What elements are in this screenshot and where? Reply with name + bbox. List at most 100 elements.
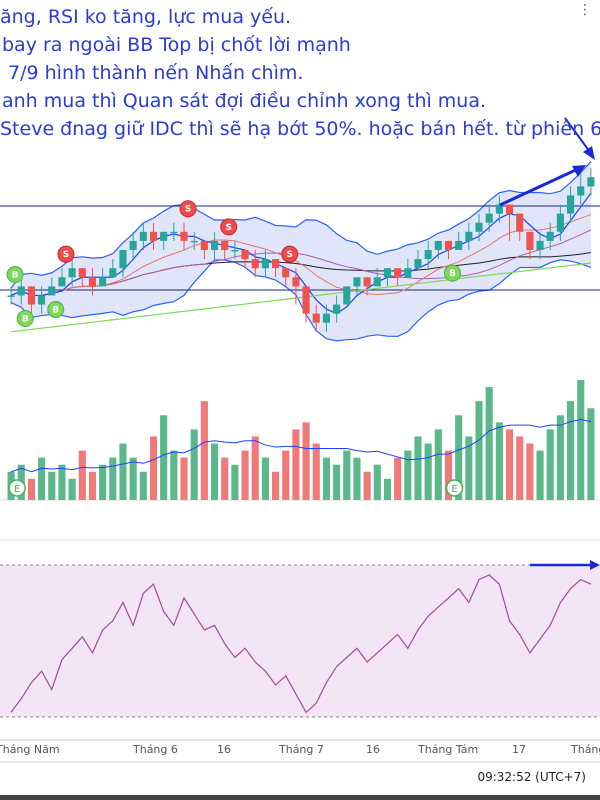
candle-body [109, 268, 117, 278]
volume-bar [322, 457, 330, 500]
candle-body [88, 277, 97, 287]
candle-body [251, 259, 259, 269]
candle-body [404, 268, 412, 278]
candle-body [333, 304, 341, 314]
volume-bar [434, 429, 442, 500]
trend-arrow-head [572, 165, 586, 177]
candle-body [455, 240, 463, 250]
volume-bar [251, 436, 259, 500]
candle-body [587, 177, 595, 187]
signal-marker-label: B [449, 269, 456, 279]
volume-event-label: E [451, 484, 457, 495]
candle-body [536, 240, 544, 250]
volume-bar [221, 457, 229, 500]
buy-signal-marker [47, 300, 65, 318]
volume-bar [160, 415, 168, 500]
candle-body [7, 295, 15, 297]
signal-marker-label: S [225, 223, 231, 233]
volume-bar [261, 457, 269, 500]
buy-signal-marker [444, 264, 461, 282]
trend-arrow-line [499, 166, 581, 207]
candle-body [556, 213, 564, 232]
volume-bar [567, 401, 575, 500]
annotation-line-5: Steve đnag giữ IDC thì sẽ hạ bớt 50%. ho… [0, 118, 600, 140]
x-axis-tick-label: 17 [512, 743, 526, 756]
candle-body [465, 231, 473, 241]
volume-bar [312, 443, 320, 500]
candle-body [221, 240, 229, 250]
volume-event-label: E [14, 484, 20, 495]
x-axis-tick-label: Tháng 6 [132, 743, 178, 756]
volume-bar [394, 457, 402, 500]
ellipsis-vertical-icon[interactable]: ⋮ [578, 2, 592, 18]
candle-body [38, 295, 46, 305]
candle-body [180, 231, 188, 241]
candle-body [343, 286, 351, 305]
timestamp-label: 09:32:52 (UTC+7) [477, 770, 586, 784]
signal-marker-label: B [22, 315, 29, 325]
volume-bar [78, 450, 86, 500]
candle-body [241, 250, 249, 260]
x-axis-tick-label: 16 [217, 743, 231, 756]
x-axis-tick-label: Tháng Năm [0, 743, 60, 756]
candle-body [353, 277, 361, 287]
volume-bar [241, 450, 249, 500]
volume-event-badge [8, 479, 26, 497]
ma-mid-line [10, 229, 592, 296]
candle-body [292, 277, 300, 287]
candle-body [322, 313, 330, 323]
volume-bar [282, 450, 290, 500]
volume-bar [99, 464, 107, 500]
candle-body [78, 268, 86, 278]
candle-body [475, 222, 483, 232]
candle-body [119, 250, 127, 269]
candle-body [58, 277, 66, 287]
candle-body [17, 286, 25, 296]
candle-body [495, 204, 503, 214]
volume-bar [200, 401, 208, 500]
volume-bar [119, 443, 127, 500]
candle-body [302, 286, 310, 314]
annotation-line-4: anh mua thì Quan sát đợi điều chỉnh xong… [2, 90, 487, 112]
annotation-arrow-head [583, 146, 595, 160]
volume-bar [414, 436, 422, 500]
volume-bar [587, 408, 595, 500]
candle-body [434, 240, 442, 250]
candle-body [139, 231, 147, 241]
volume-bar [48, 471, 56, 500]
bollinger-fill [11, 161, 591, 341]
ma-fast-line [10, 192, 592, 315]
x-axis-tick-label: Tháng 7 [278, 743, 324, 756]
volume-bar [302, 422, 310, 500]
candle-body [394, 268, 402, 278]
volume-bar [149, 436, 158, 500]
signal-marker-label: S [63, 250, 69, 260]
volume-bar [353, 457, 361, 500]
candle-body [577, 186, 585, 196]
buy-signal-marker [16, 310, 34, 328]
rsi-line [10, 574, 592, 714]
ma-short-line [10, 214, 592, 296]
x-axis-tick-label: Tháng [570, 743, 600, 756]
volume-bar [516, 436, 524, 500]
volume-bar [58, 464, 66, 500]
volume-bar [536, 450, 544, 500]
candle-body [485, 213, 493, 223]
volume-bar [343, 450, 351, 500]
volume-bar [495, 422, 503, 500]
annotation-line-3: 7/9 hình thành nến Nhấn chìm. [8, 62, 304, 84]
candle-body [516, 213, 524, 232]
signal-marker-label: S [185, 205, 191, 215]
annotation-arrow-line [564, 117, 591, 153]
candle-body [505, 204, 514, 214]
volume-bar [38, 457, 46, 500]
volume-bar [455, 415, 463, 500]
volume-bar [465, 436, 473, 500]
volume-bar [292, 429, 300, 500]
candle-body [282, 268, 290, 278]
candle-body [414, 259, 422, 269]
candle-body [526, 231, 534, 250]
volume-bar [27, 478, 35, 500]
candle-body [210, 240, 219, 250]
